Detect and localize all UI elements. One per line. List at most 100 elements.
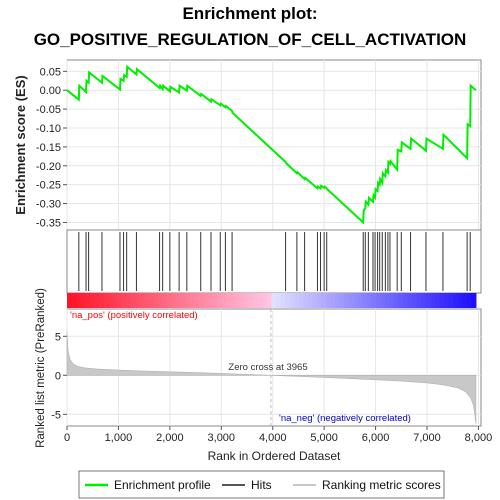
color-bar-segment xyxy=(71,293,77,308)
color-bar-segment xyxy=(434,293,441,308)
color-bar-segment xyxy=(398,293,404,308)
rank-x-tick-label: 0 xyxy=(64,432,70,444)
color-bar-segment xyxy=(248,293,254,308)
color-bar-segment xyxy=(412,293,418,308)
color-bar-segment xyxy=(394,293,400,308)
color-bar-segment xyxy=(285,293,291,308)
color-bar-segment xyxy=(371,293,377,308)
chart-title-line2: GO_POSITIVE_REGULATION_OF_CELL_ACTIVATIO… xyxy=(34,30,467,49)
color-bar-segment xyxy=(185,293,191,308)
color-bar-segment xyxy=(430,293,436,308)
legend-label-hits: Hits xyxy=(251,478,272,492)
color-bar-segment xyxy=(316,293,322,308)
rank-x-tick-label: 4,000 xyxy=(259,432,287,444)
color-bar-segment xyxy=(457,293,463,308)
color-bar-segment xyxy=(425,293,432,308)
rank-x-tick-label: 5,000 xyxy=(310,432,338,444)
color-bar-segment xyxy=(130,293,136,308)
color-bar-segment xyxy=(416,293,422,308)
color-bar-segment xyxy=(80,293,86,308)
color-bar-segment xyxy=(157,293,163,308)
legend-label-ranking-metric: Ranking metric scores xyxy=(322,478,441,492)
zero-cross-label: Zero cross at 3965 xyxy=(228,362,307,373)
color-bar-segment xyxy=(226,293,232,308)
color-bar-segment xyxy=(94,293,100,308)
color-bar-segment xyxy=(348,293,354,308)
color-bar-segment xyxy=(362,293,368,308)
color-bar-segment xyxy=(307,293,313,308)
rank-x-tick-label: 3,000 xyxy=(208,432,236,444)
color-bar-segment xyxy=(330,293,336,308)
chart-legend: Enrichment profile Hits Ranking metric s… xyxy=(78,470,445,499)
color-bar-segment xyxy=(135,293,141,308)
rank-x-tick-label: 7,000 xyxy=(413,432,441,444)
color-bar-segment xyxy=(126,293,132,308)
color-bar-segment xyxy=(403,293,409,308)
color-bar-segment xyxy=(230,293,236,308)
es-y-ticks: 0.05 0.00 -0.05 -0.10 -0.15 -0.20 -0.25 -0.30 -0… xyxy=(36,66,67,229)
color-bar-segment xyxy=(448,293,454,308)
positive-correlation-label: 'na_pos' (positively correlated) xyxy=(70,310,198,321)
color-bar-segment xyxy=(103,293,109,308)
color-bar-segment xyxy=(339,293,345,308)
color-bar-segment xyxy=(335,293,341,308)
color-bar-segment xyxy=(312,293,318,308)
rank-panel-frame xyxy=(66,308,482,427)
rank-x-tick-label: 2,000 xyxy=(156,432,184,444)
rank-y-axis-label: Ranked list metric (PreRanked) xyxy=(35,288,47,448)
color-bar-segment xyxy=(344,293,350,308)
color-bar-segment xyxy=(194,293,200,308)
es-y-tick-label: -0.15 xyxy=(36,142,61,154)
color-bar-segment xyxy=(389,293,395,308)
rank-x-tick-label: 6,000 xyxy=(362,432,390,444)
color-bar-segment xyxy=(407,293,413,308)
color-bar-segment xyxy=(216,293,223,308)
color-bar-segment xyxy=(166,293,173,308)
color-bar-segment xyxy=(325,293,332,308)
hits-panel-frame xyxy=(66,229,482,294)
rank-x-axis-label: Rank in Ordered Dataset xyxy=(208,449,341,463)
color-bar-segment xyxy=(112,293,118,308)
color-bar-segment xyxy=(235,293,241,308)
color-bar-segment xyxy=(280,293,286,308)
color-bar-segment xyxy=(357,293,363,308)
color-bar-segment xyxy=(89,293,95,308)
es-y-tick-label: -0.20 xyxy=(36,161,61,173)
color-bar-segment xyxy=(275,293,282,308)
color-bar-segment xyxy=(266,293,273,308)
color-bar-segment xyxy=(471,293,477,308)
color-bar-segment xyxy=(85,293,91,308)
color-bar-segment xyxy=(162,293,168,308)
color-bar-segment xyxy=(466,293,472,308)
color-bar-segment xyxy=(221,293,227,308)
rank-y-ticks: 5 0 -5 xyxy=(51,331,67,421)
color-bar-segment xyxy=(321,293,327,308)
es-panel-frame xyxy=(66,59,482,231)
chart-title-line1: Enrichment plot: xyxy=(182,4,317,23)
es-y-tick-label: -0.30 xyxy=(36,199,61,211)
rank-x-ticks: 0 1,000 2,000 3,000 4,000 5,000 6,000 7,000 8,00… xyxy=(64,426,492,444)
color-bar-segment xyxy=(189,293,195,308)
color-bar-segment xyxy=(262,293,268,308)
rank-x-tick-label: 8,000 xyxy=(465,432,493,444)
color-bar-segment xyxy=(439,293,445,308)
rank-color-bar xyxy=(67,293,477,308)
es-y-tick-label: -0.10 xyxy=(36,123,61,135)
es-y-tick-label: 0.00 xyxy=(40,85,61,97)
es-y-tick-label: -0.35 xyxy=(36,217,61,229)
color-bar-segment xyxy=(294,293,300,308)
es-y-tick-label: 0.05 xyxy=(40,66,61,78)
color-bar-segment xyxy=(298,293,304,308)
color-bar-segment xyxy=(153,293,159,308)
es-gridlines xyxy=(66,60,481,230)
color-bar-segment xyxy=(207,293,213,308)
color-bar-segment xyxy=(144,293,150,308)
color-bar-segment xyxy=(121,293,127,308)
es-y-tick-label: -0.25 xyxy=(36,180,61,192)
color-bar-segment xyxy=(203,293,209,308)
color-bar-segment xyxy=(385,293,391,308)
rank-y-tick-label: 5 xyxy=(55,331,61,343)
negative-correlation-label: 'na_neg' (negatively correlated) xyxy=(279,413,411,424)
enrichment-profile-line xyxy=(66,64,477,225)
